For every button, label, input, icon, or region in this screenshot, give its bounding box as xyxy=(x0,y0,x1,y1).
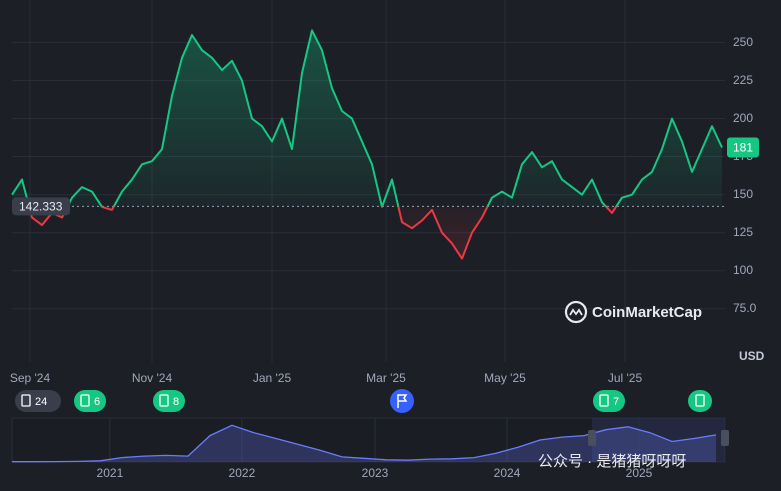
event-icon xyxy=(80,394,90,407)
current-price-box xyxy=(727,137,759,158)
navigator-window[interactable] xyxy=(592,418,725,462)
event-count: 6 xyxy=(94,396,100,408)
baseline-label: 142.333 xyxy=(19,200,63,214)
navigator-area xyxy=(12,425,716,462)
plot xyxy=(11,29,725,260)
y-tick-label: 250 xyxy=(733,35,753,49)
navigator-handle[interactable] xyxy=(721,430,729,446)
doc-badge[interactable] xyxy=(688,390,712,412)
event-count: 8 xyxy=(173,396,179,408)
event-count: 24 xyxy=(35,396,47,408)
current-price-label: 181 xyxy=(733,141,753,155)
x-tick-label: Nov '24 xyxy=(132,371,173,385)
navigator-year-label: 2022 xyxy=(229,466,256,480)
brand-name: CoinMarketCap xyxy=(592,304,702,321)
y-tick-label: 200 xyxy=(733,111,753,125)
event-badge[interactable] xyxy=(74,390,106,412)
event-badge[interactable] xyxy=(593,390,625,412)
navigator-year-label: 2023 xyxy=(362,466,389,480)
watermark: 公众号 · 是猪猪呀呀呀 xyxy=(538,453,686,470)
x-tick-label: Jul '25 xyxy=(608,371,643,385)
x-tick-label: May '25 xyxy=(484,371,526,385)
y-tick-label: 125 xyxy=(733,225,753,239)
price-area xyxy=(12,30,722,259)
navigator-line xyxy=(12,424,717,463)
flag-icon xyxy=(397,394,408,408)
event-count: 7 xyxy=(613,396,619,408)
event-badge[interactable] xyxy=(153,390,185,412)
x-tick-label: Mar '25 xyxy=(366,371,406,385)
event-icon xyxy=(21,394,31,407)
x-tick-label: Jan '25 xyxy=(253,371,292,385)
unit-label: USD xyxy=(739,349,765,363)
navigator-year-label: 2025 xyxy=(626,466,653,480)
logo-mark xyxy=(569,308,583,316)
navigator-handle[interactable] xyxy=(588,430,596,446)
x-tick-label: Sep '24 xyxy=(10,371,51,385)
brand-logo: CoinMarketCap xyxy=(564,300,702,324)
event-icon xyxy=(599,394,609,407)
y-tick-label: 100 xyxy=(733,263,753,277)
navigator-year-label: 2021 xyxy=(97,466,124,480)
events: 24 6 8 7 xyxy=(15,389,712,413)
navigator-year-label: 2024 xyxy=(494,466,521,480)
event-icon xyxy=(159,394,169,407)
price-line xyxy=(11,29,723,260)
y-tick-label: 150 xyxy=(733,187,753,201)
y-tick-label: 225 xyxy=(733,73,753,87)
doc-icon xyxy=(695,394,705,407)
baseline-label-box xyxy=(12,197,70,216)
y-tick-label: 75.0 xyxy=(733,301,757,315)
logo-icon xyxy=(564,300,588,324)
